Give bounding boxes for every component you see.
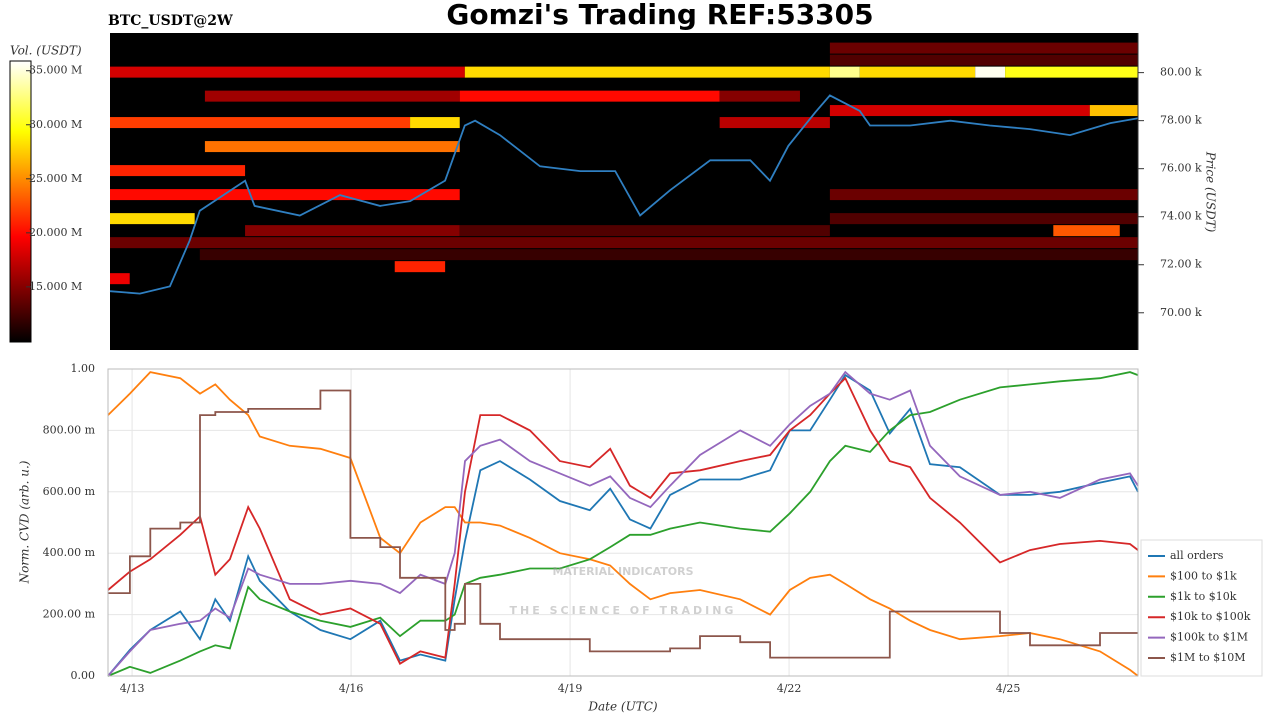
heatmap-cell (110, 273, 130, 285)
x-tick-label: 4/16 (339, 682, 364, 695)
chart-title: Gomzi's Trading REF:53305 (446, 0, 873, 31)
colorbar-tick-label: 15.000 M (29, 280, 82, 293)
heatmap-cell (1053, 225, 1120, 237)
heatmap-cell (204, 141, 460, 153)
plot-frame (107, 368, 1139, 677)
heatmap-cell (110, 165, 246, 177)
cvd-line (107, 371, 1139, 677)
x-tick-label: 4/19 (558, 682, 583, 695)
heatmap-cell (829, 66, 860, 78)
legend: all orders $100 to $1k $1k to $10k $10k to … (1148, 549, 1251, 664)
y-tick-label: 1.00 (71, 362, 96, 375)
heatmap-cell (459, 90, 720, 102)
cvd-line (107, 373, 1139, 677)
y-axis-label: Price (USDT) (1204, 151, 1218, 233)
heatmap-cell (110, 213, 195, 225)
y-tick-label: 80.00 k (1160, 66, 1202, 79)
legend-label: $1k to $10k (1170, 590, 1237, 603)
cvd-line (107, 371, 1139, 677)
legend-label: $100 to $1k (1170, 569, 1237, 582)
legend-label: $100k to $1M (1170, 631, 1248, 644)
colorbar-tick-label: 20.000 M (29, 226, 82, 239)
legend-label: $10k to $100k (1170, 610, 1251, 623)
y-tick-label: 0.00 (71, 669, 96, 682)
heatmap-cell (719, 90, 800, 102)
heatmap-cell (1089, 105, 1138, 117)
y-tick-label: 70.00 k (1160, 306, 1202, 319)
heatmap-cell (829, 54, 1138, 66)
watermark: THE SCIENCE OF TRADING (510, 604, 737, 617)
colorbar-label: Vol. (USDT) (10, 44, 82, 58)
watermark: MATERIAL INDICATORS (552, 565, 693, 578)
heatmap-cell (1005, 66, 1138, 78)
heatmap-cell (110, 189, 460, 201)
heatmap-cell (204, 90, 460, 102)
cvd-line (107, 370, 1139, 677)
x-axis-label: Date (UTC) (587, 700, 657, 714)
price-line (109, 94, 1139, 295)
heatmap-cell (110, 117, 411, 129)
heatmap-plot (109, 42, 1139, 295)
heatmap-cell (464, 66, 830, 78)
cvd-line (108, 389, 1138, 659)
heatmap-cell (245, 225, 460, 237)
heatmap-cell (110, 237, 1138, 249)
heatmap-cell (829, 213, 1138, 225)
heatmap-cell (394, 261, 446, 273)
heatmap-cell (459, 225, 830, 237)
chart-subtitle: BTC_USDT@2W (108, 13, 233, 29)
cvd-line (107, 376, 1139, 665)
legend-label: all orders (1170, 549, 1224, 562)
heatmap-cell (410, 117, 460, 129)
y-tick-label: 76.00 k (1160, 162, 1202, 175)
colorbar-tick-label: 35.000 M (29, 64, 82, 77)
colorbar-tick-label: 25.000 M (29, 172, 82, 185)
heatmap-cell (975, 66, 1006, 78)
heatmap-cell (719, 117, 830, 129)
y-axis-label: Norm. CVD (arb. u.) (18, 460, 32, 584)
heatmap-cell (829, 42, 1138, 54)
y-tick-label: 800.00 m (43, 423, 96, 436)
legend-label: $1M to $10M (1170, 651, 1246, 664)
legend-box (1140, 539, 1263, 677)
x-tick-label: 4/22 (777, 682, 802, 695)
x-tick-label: 4/13 (120, 682, 145, 695)
heatmap-cell (829, 189, 1138, 201)
x-tick-label: 4/25 (996, 682, 1021, 695)
y-tick-label: 600.00 m (43, 485, 96, 498)
heatmap-cell (199, 249, 1139, 261)
y-tick-label: 72.00 k (1160, 258, 1202, 271)
y-tick-label: 400.00 m (43, 546, 96, 559)
colorbar-tick-label: 30.000 M (29, 118, 82, 131)
colorbar (9, 60, 32, 343)
y-tick-label: 78.00 k (1160, 114, 1202, 127)
heatmap-cell (829, 105, 1090, 117)
heatmap-cell (859, 66, 976, 78)
heatmap-cell (110, 66, 465, 78)
y-tick-label: 74.00 k (1160, 210, 1202, 223)
cvd-plot (107, 368, 1139, 677)
y-tick-label: 200.00 m (43, 608, 96, 621)
